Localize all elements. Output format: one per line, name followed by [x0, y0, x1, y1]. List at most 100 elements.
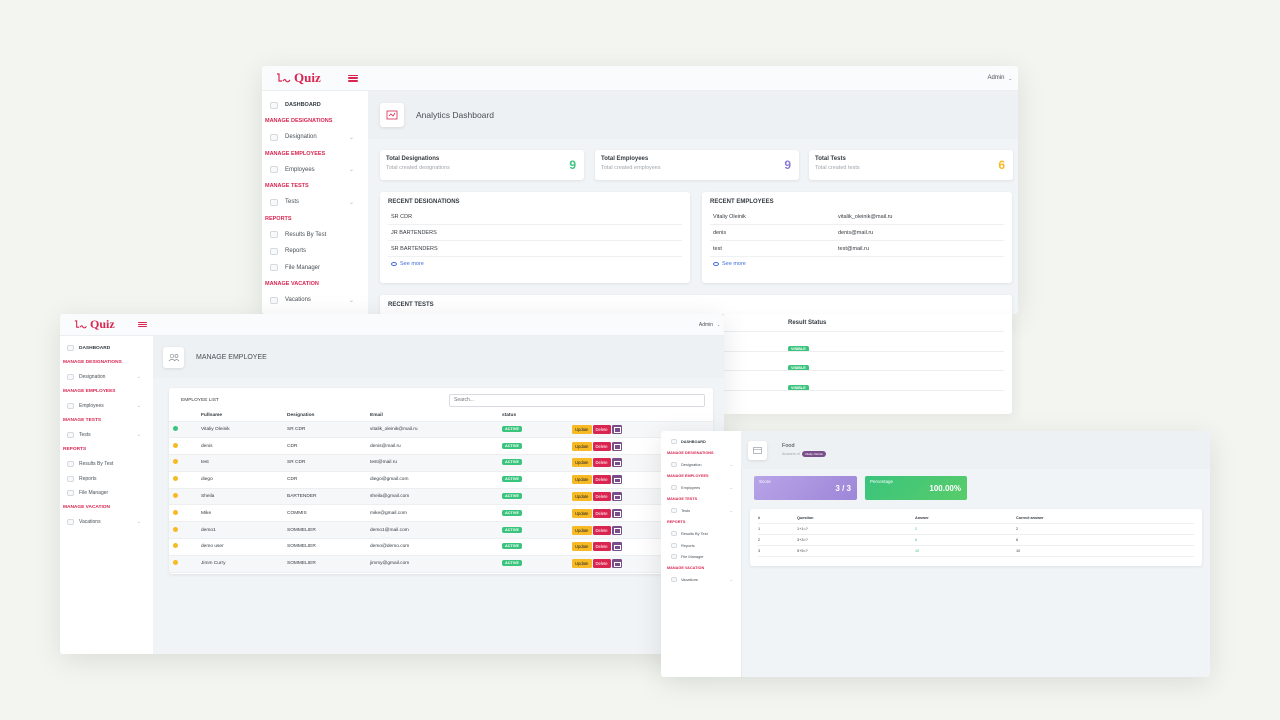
delete-button[interactable]: Delete [592, 525, 611, 535]
result-table: # Question Answer Correct answer 1 1+1=? 2… [758, 513, 1194, 557]
see-more-link[interactable]: See more [710, 261, 1004, 267]
delete-button[interactable]: Delete [592, 542, 611, 552]
delete-button[interactable]: Delete [592, 492, 611, 502]
update-button[interactable]: Update [572, 525, 592, 535]
sidebar-heading-tests: MANAGE TESTS [265, 183, 309, 189]
page-subtitle: Answers of [782, 452, 800, 456]
status-icon [173, 493, 178, 499]
chevron-down-icon: ⌄ [717, 322, 720, 327]
employee-email: sheila@gmail.com [370, 488, 502, 506]
correct-answer: 2 [1016, 523, 1194, 535]
status-badge: VISIBLE [788, 365, 809, 371]
mail-icon[interactable] [611, 475, 622, 485]
sidebar-item-vacations[interactable]: Vacations ⌄ [661, 574, 741, 586]
question: 1+1=? [797, 523, 915, 535]
sidebar-item-designation[interactable]: Designation ⌄ [262, 129, 368, 146]
sidebar-item-file-manager[interactable]: File Manager [661, 551, 741, 563]
sidebar-item-dashboard[interactable]: DASHBOARD [60, 341, 153, 356]
dashboard-icon [380, 103, 404, 127]
card-title: RECENT DESIGNATIONS [388, 199, 460, 205]
sidebar-item-designation[interactable]: Designation ⌄ [60, 370, 153, 385]
card-title: EMPLOYEE LIST [181, 397, 219, 403]
mail-icon[interactable] [611, 559, 622, 569]
update-button[interactable]: Update [572, 441, 592, 451]
employee-email: diego@gmail.com [370, 471, 502, 489]
sidebar-item-tests[interactable]: Tests ⌄ [661, 505, 741, 517]
sidebar-item-vacations[interactable]: Vacations ⌄ [60, 515, 153, 530]
delete-button[interactable]: Delete [592, 475, 611, 485]
mail-icon[interactable] [611, 424, 622, 434]
employee-designation: SOMMELIER [287, 538, 370, 556]
sidebar: DASHBOARD MANAGE DESIGNATIONS Designatio… [60, 336, 153, 654]
sidebar-item-label: Employees [681, 485, 701, 491]
sidebar-item-reports[interactable]: Reports [661, 540, 741, 552]
sidebar-item-employees[interactable]: Employees ⌄ [262, 162, 368, 179]
sidebar-item-label: Tests [681, 508, 691, 514]
mail-icon[interactable] [611, 492, 622, 502]
sidebar-item-employees[interactable]: Employees ⌄ [661, 482, 741, 494]
sidebar-item-reports[interactable]: Reports [262, 243, 368, 260]
page-header: Food Answers of Vitaliy Oleinik [741, 431, 1210, 469]
sidebar-item-label: File Manager [681, 554, 704, 560]
user-menu[interactable]: Admin ⌄ [987, 75, 1012, 81]
update-button[interactable]: Update [572, 542, 592, 552]
app-logo[interactable]: Quiz [276, 70, 348, 86]
sidebar-item-label: Results By Test [681, 531, 708, 537]
app-logo[interactable]: Quiz [74, 317, 138, 332]
hamburger-icon[interactable] [138, 321, 147, 328]
hamburger-icon[interactable] [348, 74, 358, 82]
chevron-down-icon: ⌄ [729, 577, 733, 583]
update-button[interactable]: Update [572, 458, 592, 468]
sidebar-item-tests[interactable]: Tests ⌄ [262, 194, 368, 211]
delete-button[interactable]: Delete [592, 441, 611, 451]
update-button[interactable]: Update [572, 508, 592, 518]
sidebar-item-vacations[interactable]: Vacations ⌄ [262, 292, 368, 309]
status-badge: ACTIVE [502, 459, 522, 466]
status-badge: ACTIVE [502, 543, 522, 550]
update-button[interactable]: Update [572, 424, 592, 434]
mail-icon[interactable] [611, 508, 622, 518]
employee-email: demo@demo.com [370, 538, 502, 556]
mail-icon[interactable] [611, 458, 622, 468]
column-header: Fullname [201, 410, 287, 422]
sidebar-item-results-by-test[interactable]: Results By Test [661, 528, 741, 540]
sidebar-item-employees[interactable]: Employees ⌄ [60, 399, 153, 414]
sidebar-item-results-by-test[interactable]: Results By Test [262, 227, 368, 244]
answer: 6 [915, 534, 1016, 546]
delete-button[interactable]: Delete [592, 508, 611, 518]
stat-card-tests: Total Tests Total created tests 6 [809, 150, 1013, 180]
sidebar-item-file-manager[interactable]: File Manager [60, 486, 153, 501]
row-number: 2 [758, 534, 797, 546]
sidebar-item-designation[interactable]: Designation ⌄ [661, 459, 741, 471]
mail-icon[interactable] [611, 525, 622, 535]
sidebar-item-label: DASHBOARD [79, 345, 111, 351]
employee-email: vitalik_oleinik@mail.ru [838, 213, 893, 220]
search-input[interactable] [449, 393, 705, 407]
update-button[interactable]: Update [572, 492, 592, 502]
sidebar-item-tests[interactable]: Tests ⌄ [60, 428, 153, 443]
delete-button[interactable]: Delete [592, 559, 611, 569]
delete-button[interactable]: Delete [592, 424, 611, 434]
sidebar-item-dashboard[interactable]: DASHBOARD [262, 97, 368, 113]
question: 3+3=? [797, 534, 915, 546]
user-menu[interactable]: Admin ⌄ [699, 322, 720, 328]
logo-text: Quiz [90, 317, 115, 331]
mail-icon[interactable] [611, 542, 622, 552]
sidebar-item-dashboard[interactable]: DASHBOARD [661, 436, 741, 448]
table-row: 1 1+1=? 2 2 [758, 523, 1194, 535]
sidebar-item-file-manager[interactable]: File Manager [262, 260, 368, 277]
mail-icon[interactable] [611, 441, 622, 451]
update-button[interactable]: Update [572, 559, 592, 569]
sidebar-item-results-by-test[interactable]: Results By Test [60, 457, 153, 472]
delete-button[interactable]: Delete [592, 458, 611, 468]
sidebar-heading-tests: MANAGE TESTS [63, 418, 102, 424]
chevron-down-icon: ⌄ [729, 485, 733, 491]
employee-name: test [201, 454, 287, 472]
update-button[interactable]: Update [572, 475, 592, 485]
tests-icon [67, 432, 74, 439]
sidebar-item-reports[interactable]: Reports [60, 472, 153, 487]
tests-icon [671, 508, 677, 514]
row-number: 1 [758, 523, 797, 535]
percentage-label: Percentage [870, 479, 894, 484]
see-more-link[interactable]: See more [388, 261, 682, 267]
